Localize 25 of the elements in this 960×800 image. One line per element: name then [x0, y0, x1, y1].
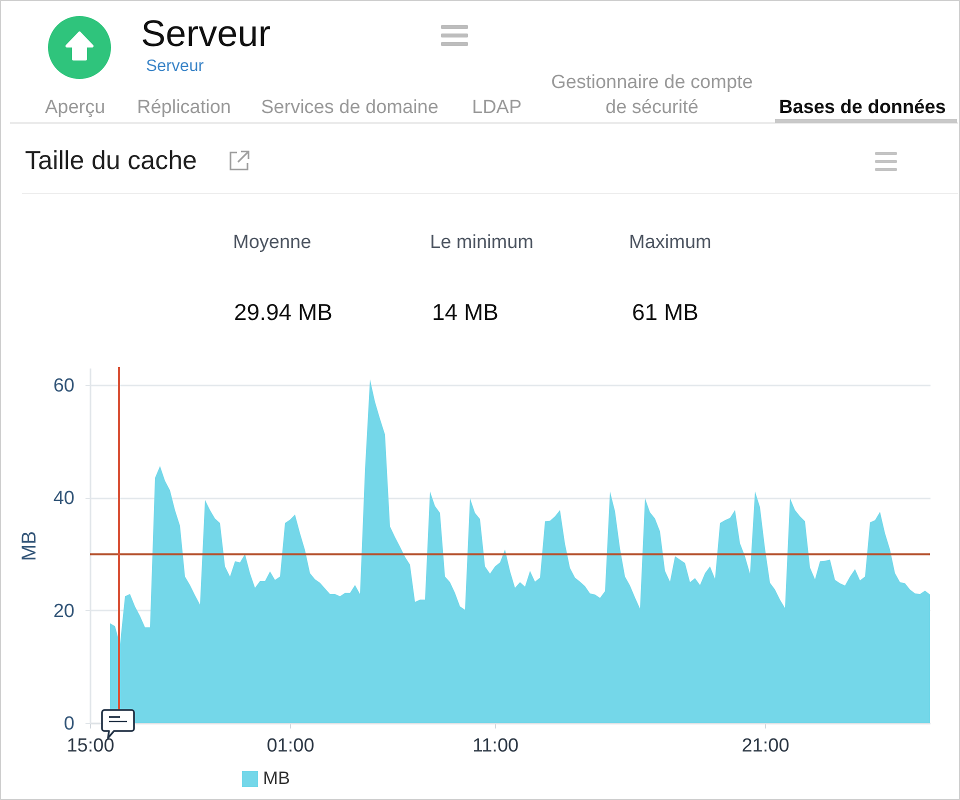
- text: Serveur: [141, 12, 271, 54]
- x-tick-label: 11:00: [472, 736, 519, 756]
- chart-title: Taille du cache: [25, 144, 197, 175]
- text: Maximum: [629, 232, 712, 253]
- text: Réplication: [137, 97, 231, 118]
- text: Serveur: [146, 57, 204, 76]
- text: Moyenne: [233, 232, 312, 253]
- text: Aperçu: [45, 97, 106, 118]
- y-tick-label: 20: [53, 600, 74, 622]
- text: Services de domaine: [261, 97, 438, 118]
- y-tick-label: 60: [53, 375, 74, 396]
- y-tick-label: 40: [53, 488, 74, 510]
- text: 29.94 MB: [234, 298, 332, 325]
- text: LDAP: [472, 97, 522, 118]
- x-tick-label: 15:00: [66, 736, 114, 756]
- y-axis-title: MB: [18, 531, 40, 561]
- x-tick-label: 21:00: [742, 736, 790, 756]
- legend-label: MB: [263, 768, 290, 788]
- text: 14 MB: [432, 298, 498, 325]
- x-tick-label: 01:00: [266, 736, 314, 756]
- text: Bases de données: [779, 97, 946, 118]
- text: 61 MB: [632, 298, 698, 325]
- y-tick-label: 0: [64, 714, 74, 734]
- text: Gestionnaire de compte de sécurité: [550, 70, 754, 120]
- text: Le minimum: [430, 232, 534, 253]
